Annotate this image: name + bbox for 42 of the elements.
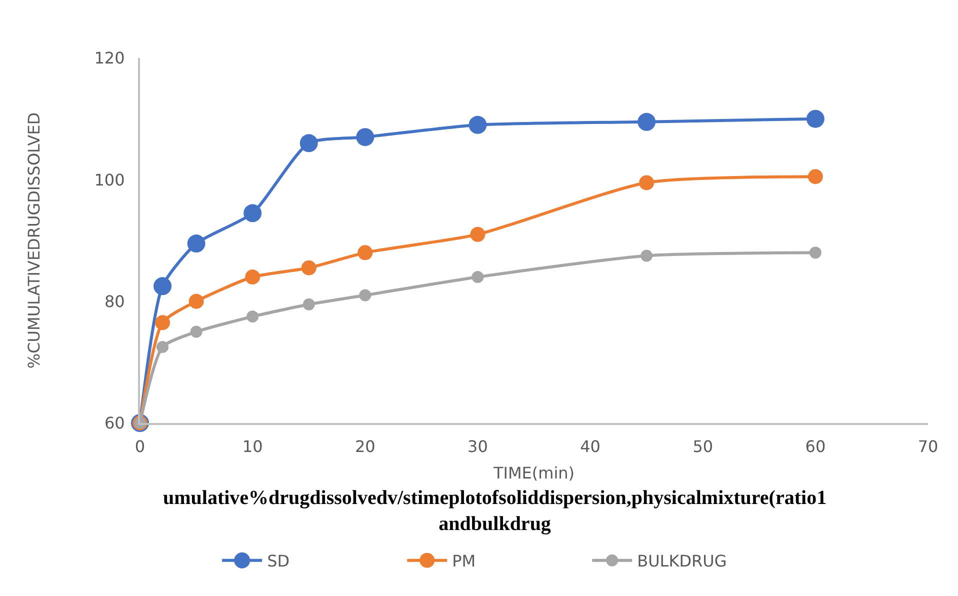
- point: [356, 128, 374, 146]
- point: [154, 277, 172, 296]
- x-tick-label: 70: [918, 437, 938, 456]
- point: [806, 110, 824, 128]
- x-tick-label: 0: [134, 437, 146, 456]
- point: [156, 340, 169, 353]
- point: [808, 169, 823, 184]
- legend-label: BULKDRUG: [637, 552, 727, 571]
- point: [246, 310, 259, 323]
- y-axis-title: %CUMULATIVEDRUGDISSOLVED: [24, 112, 44, 369]
- y-tick-label: 60: [104, 414, 125, 433]
- x-tick-label: 60: [805, 437, 826, 456]
- point: [188, 294, 204, 309]
- point: [190, 326, 202, 338]
- point: [639, 175, 654, 190]
- x-tick-label: 10: [242, 437, 263, 456]
- point: [359, 289, 372, 302]
- point: [809, 246, 822, 259]
- point: [638, 112, 656, 131]
- point: [302, 298, 315, 310]
- point: [301, 260, 316, 276]
- y-tick-label: 80: [104, 292, 125, 311]
- legend-label: PM: [452, 552, 476, 571]
- point: [468, 116, 487, 134]
- x-tick-label: 50: [692, 437, 714, 456]
- point: [640, 250, 653, 262]
- point: [470, 226, 486, 242]
- x-tick-label: 20: [354, 437, 376, 456]
- legend-label: SD: [267, 552, 290, 571]
- point: [245, 270, 260, 284]
- text: umulative%drugdissolvedv/stimeplotofsoliddispersion,physicalmixture(ratio1 andbulkdrug: [163, 487, 827, 535]
- point: [300, 134, 318, 152]
- y-tick-label: 120: [94, 48, 125, 68]
- x-axis-title: TIME(min): [492, 463, 575, 482]
- x-tick-label: 30: [468, 437, 488, 456]
- point: [472, 271, 484, 283]
- x-tick-label: 40: [580, 437, 600, 456]
- point: [187, 234, 206, 253]
- y-tick-label: 100: [94, 170, 125, 190]
- point: [358, 245, 373, 260]
- point: [155, 315, 170, 330]
- point: [244, 204, 262, 222]
